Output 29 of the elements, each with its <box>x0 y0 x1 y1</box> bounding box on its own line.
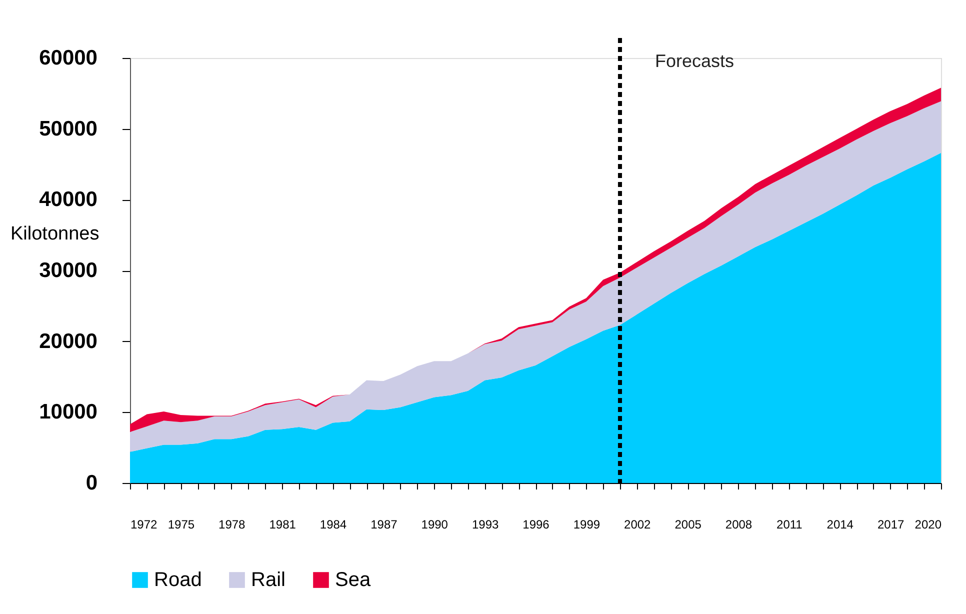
legend-label: Rail <box>251 569 286 591</box>
x-tick-label: 1993 <box>472 518 499 532</box>
x-tick-label: 1975 <box>168 518 195 532</box>
x-tick-label: 1972 <box>130 518 158 532</box>
y-tick-label: 60000 <box>39 46 98 70</box>
y-tick-label: 30000 <box>39 259 98 282</box>
y-tick-label: 50000 <box>39 117 98 140</box>
x-tick-label: 1978 <box>218 518 246 532</box>
legend-label: Road <box>154 569 202 591</box>
y-tick-label: 0 <box>86 472 98 494</box>
y-axis-title: Kilotonnes <box>10 224 100 244</box>
x-tick-label: 1984 <box>320 518 347 532</box>
x-tick-label: 1996 <box>522 518 550 532</box>
x-tick-label: 1990 <box>421 518 448 532</box>
x-tick-label: 1999 <box>573 518 600 532</box>
x-tick-label: 1987 <box>370 518 398 532</box>
x-tick-label: 2017 <box>877 518 904 532</box>
y-tick-label: 40000 <box>39 188 98 212</box>
legend-label: Sea <box>335 569 372 591</box>
x-tick-label: 2008 <box>725 518 752 532</box>
x-tick-label: 2014 <box>826 518 854 532</box>
x-tick-label: 2020 <box>914 518 942 532</box>
x-tick-label: 2011 <box>776 518 803 532</box>
x-tick-label: 1981 <box>269 518 296 532</box>
x-tick-label: 2005 <box>674 518 702 532</box>
x-tick-label: 2002 <box>624 518 652 532</box>
y-tick-label: 20000 <box>39 330 98 353</box>
ref-line-label: Forecasts <box>654 51 734 71</box>
y-tick-label: 10000 <box>39 400 98 424</box>
